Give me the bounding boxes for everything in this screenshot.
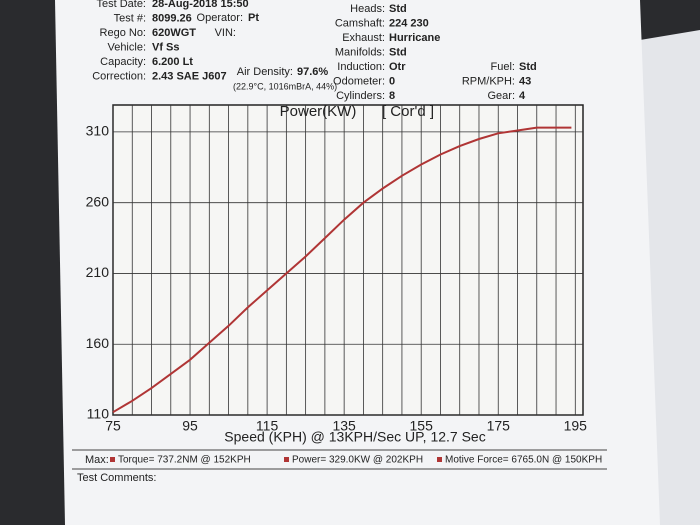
field-value: 620WGT [152, 27, 196, 39]
field-label: Fuel: [491, 61, 515, 73]
field-value: Hurricane [389, 32, 440, 44]
field-value: Std [389, 3, 407, 15]
field-value: 0 [389, 75, 395, 87]
y-tick-label: 160 [86, 335, 110, 351]
field-label: Rego No: [100, 27, 146, 39]
power-line [112, 126, 572, 414]
field-value: 43 [519, 75, 531, 87]
field-label: Heads: [350, 3, 385, 15]
footer-item: Torque= 737.2NM @ 152KPH [118, 455, 251, 466]
field-label: Air Density: [237, 66, 293, 78]
field-value: 4 [519, 90, 526, 102]
footer-marker [110, 457, 115, 462]
field-detail: (22.9°C, 1016mBrA, 44%) [233, 81, 337, 91]
field-value: Std [389, 46, 407, 58]
chart-title: Power(KW) [280, 103, 357, 120]
field-value: 6.200 Lt [152, 56, 193, 68]
field-value: Pt [248, 12, 259, 24]
field-label: Odometer: [333, 75, 385, 87]
field-label: Vehicle: [107, 41, 146, 53]
x-tick-label: 75 [105, 418, 121, 434]
x-tick-label: 155 [410, 418, 434, 434]
field-label: Operator: [197, 12, 243, 24]
field-value: 2.43 SAE J607 [152, 70, 227, 82]
footer-label: Test Comments: [77, 472, 156, 484]
annotation: [ Cor'd ] [382, 103, 434, 120]
field-value: Vf Ss [152, 41, 180, 53]
field-label: Test Date: [96, 0, 146, 10]
field-value: 28-Aug-2018 15:50 [152, 0, 249, 10]
field-label: Test #: [114, 12, 146, 24]
field-label: Induction: [337, 61, 385, 73]
field-label: Camshaft: [335, 17, 385, 29]
x-axis-label: Speed (KPH) @ 13KPH/Sec UP, 12.7 Sec [224, 429, 485, 445]
field-label: RPM/KPH: [462, 75, 515, 87]
x-tick-label: 175 [487, 418, 511, 434]
field-label: Capacity: [100, 56, 146, 68]
footer-marker [284, 457, 289, 462]
footer-label: Max: [85, 454, 109, 466]
field-label: Manifolds: [335, 46, 385, 58]
y-tick-label: 110 [87, 406, 110, 422]
field-value: 8 [389, 90, 395, 102]
field-value: Otr [389, 61, 406, 73]
y-tick-label: 260 [86, 193, 110, 209]
footer-item: Power= 329.0KW @ 202KPH [292, 455, 423, 466]
field-value: Std [519, 61, 537, 73]
plot-area [112, 104, 584, 416]
footer-item: Motive Force= 6765.0N @ 150KPH [445, 455, 602, 466]
field-label: Cylinders: [336, 90, 385, 102]
y-tick-label: 210 [86, 264, 110, 280]
field-label: Gear: [487, 90, 515, 102]
x-tick-label: 135 [332, 418, 356, 434]
field-value: 224 230 [389, 17, 429, 29]
field-label: Exhaust: [342, 32, 385, 44]
x-tick-label: 115 [256, 418, 279, 434]
field-label: VIN: [215, 27, 236, 39]
footer-marker [437, 457, 442, 462]
y-tick-label: 310 [86, 123, 110, 139]
x-tick-label: 95 [182, 418, 198, 434]
field-value: 97.6% [297, 66, 328, 78]
field-label: Correction: [92, 70, 146, 82]
field-value: 8099.26 [152, 12, 192, 24]
x-tick-label: 195 [564, 418, 588, 434]
